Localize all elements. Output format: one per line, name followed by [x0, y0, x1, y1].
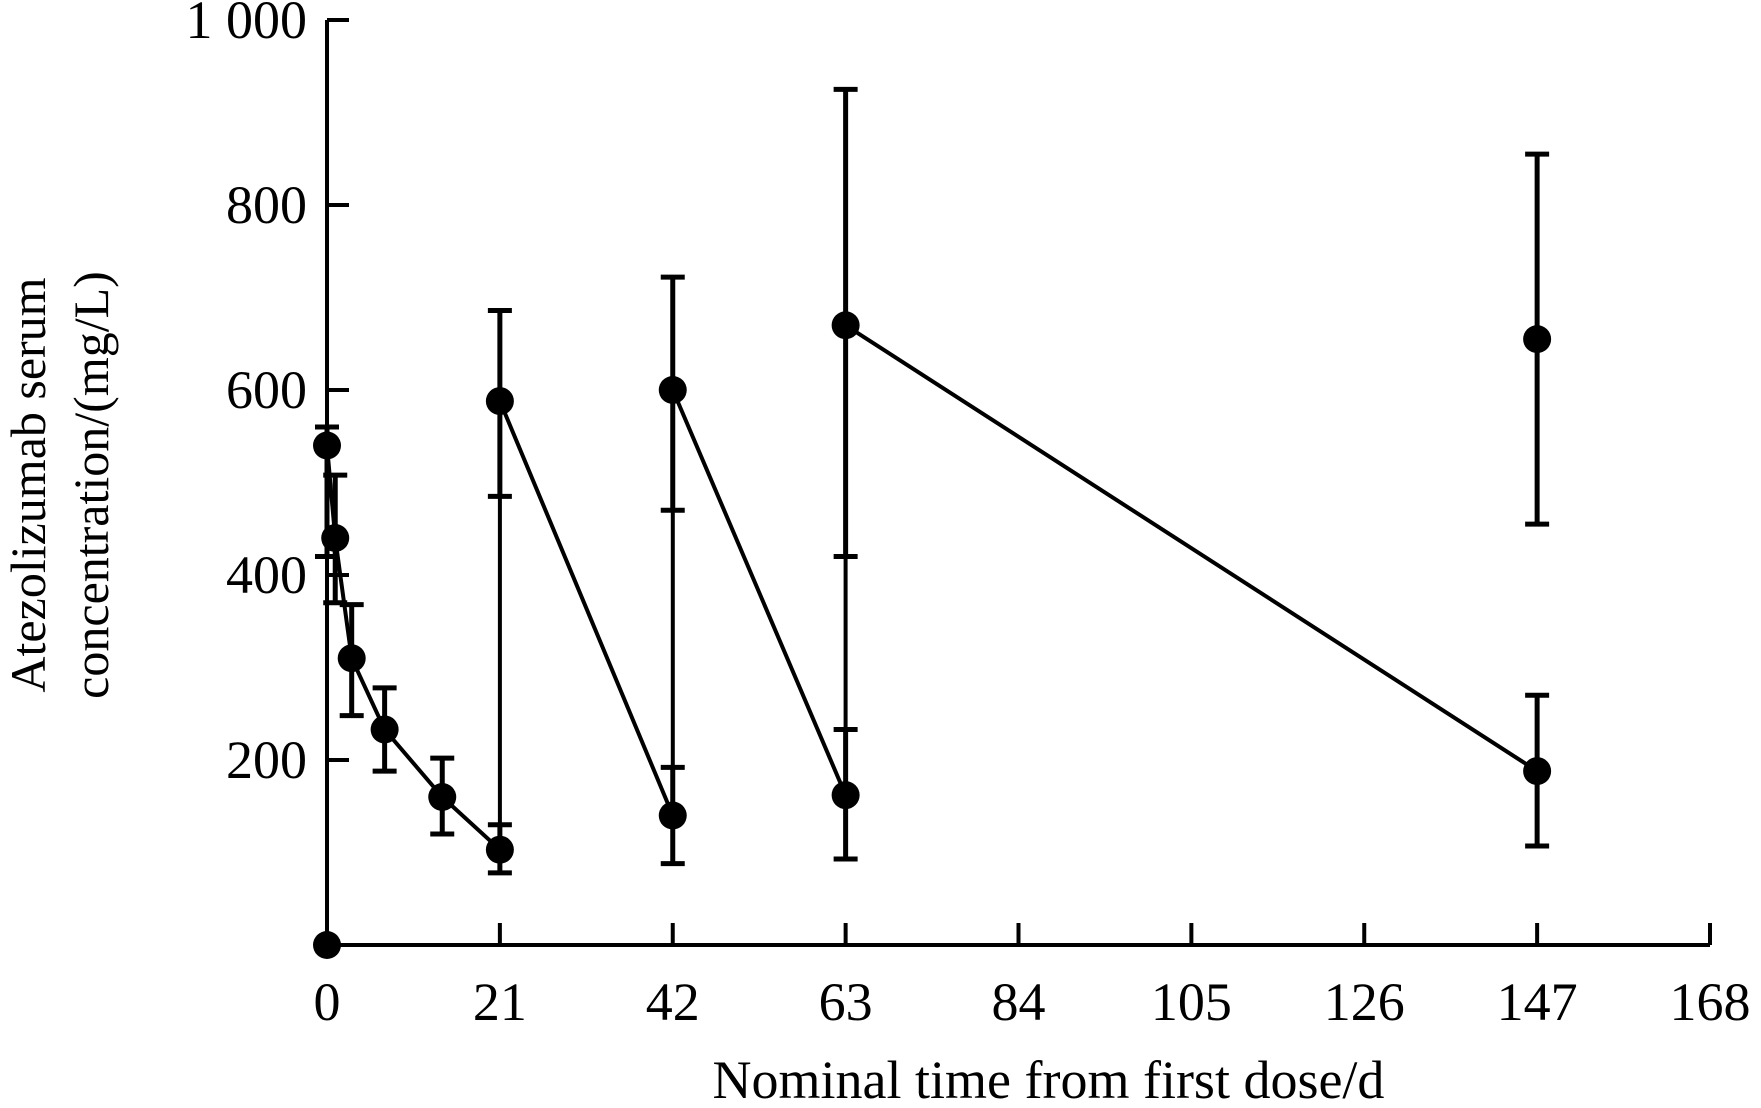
y-axis-title-line-1: Atezolizumab serum: [0, 277, 56, 692]
x-tick-label: 105: [1151, 972, 1232, 1032]
x-tick-label: 84: [992, 972, 1046, 1032]
x-tick-label: 147: [1497, 972, 1578, 1032]
x-axis-title: Nominal time from first dose/d: [713, 1050, 1385, 1108]
y-tick-label: 600: [226, 360, 307, 420]
x-tick-label: 42: [646, 972, 700, 1032]
data-point: [831, 311, 860, 340]
data-point: [337, 644, 366, 673]
data-point: [831, 781, 860, 810]
y-axis-title-line-2: concentration/(mg/L): [63, 271, 119, 699]
y-tick-label: 800: [226, 175, 307, 235]
data-point: [313, 931, 341, 959]
y-tick-label: 200: [226, 730, 307, 790]
data-point: [321, 524, 350, 552]
y-tick-label: 1 000: [186, 0, 308, 50]
data-point: [485, 387, 514, 416]
x-tick-label: 21: [473, 972, 527, 1032]
data-point: [658, 376, 687, 404]
x-tick-label: 168: [1670, 972, 1751, 1032]
data-point: [313, 431, 341, 460]
y-axis-ticks: 200 400 600 800 1 000: [186, 0, 349, 790]
data-point: [1523, 325, 1552, 354]
data-point: [370, 715, 399, 744]
data-point: [485, 835, 514, 864]
x-axis-ticks: 0 21 42 63 84 105 126 147 168: [314, 923, 1751, 1032]
x-tick-label: 0: [314, 972, 341, 1032]
data-point: [1523, 757, 1552, 786]
data-point: [428, 783, 457, 811]
data-point: [658, 801, 687, 830]
x-tick-label: 126: [1324, 972, 1405, 1032]
y-tick-label: 400: [226, 545, 307, 605]
x-tick-label: 63: [819, 972, 873, 1032]
data-points: [313, 311, 1552, 959]
